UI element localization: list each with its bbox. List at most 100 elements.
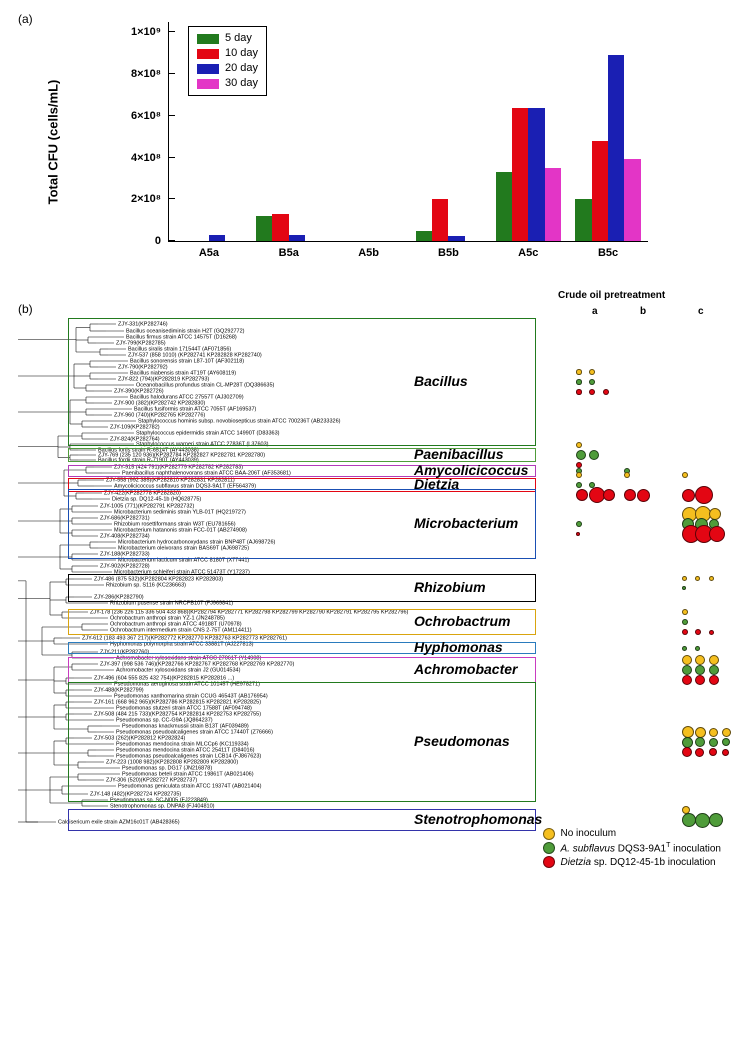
abundance-dot — [589, 450, 599, 460]
ytick-label: 6×10⁸ — [131, 110, 169, 122]
ytick: 8×10⁸ — [169, 73, 175, 74]
genus-label: Achromobacter — [414, 661, 517, 677]
abundance-dot — [576, 472, 582, 478]
abundance-dot — [709, 526, 725, 542]
legend-text: 10 day — [225, 46, 258, 61]
abundance-dot — [682, 747, 692, 757]
abundance-dot — [576, 532, 580, 536]
legend-swatch — [197, 64, 219, 74]
abundance-dot — [695, 576, 700, 581]
abundance-dot — [624, 489, 636, 501]
genus-label: Hyphomonas — [414, 639, 503, 655]
bar — [496, 172, 512, 241]
genus-label: Microbacterium — [414, 515, 518, 531]
abundance-dot — [682, 655, 692, 665]
abundance-dot — [722, 738, 730, 746]
abundance-dot — [682, 489, 695, 502]
legend-item: 30 day — [197, 76, 258, 91]
abundance-dot — [695, 748, 704, 757]
ytick-label: 1×10⁹ — [131, 26, 169, 38]
abundance-dot — [682, 472, 688, 478]
abundance-dot — [709, 738, 718, 747]
bar — [608, 55, 624, 241]
bar — [272, 214, 288, 241]
abundance-dot — [576, 442, 582, 448]
bar — [575, 199, 591, 241]
abundance-dot — [589, 389, 595, 395]
genus-label: Bacillus — [414, 373, 468, 389]
legend-text: 5 day — [225, 31, 252, 46]
treatment-header-b: b — [640, 306, 646, 317]
abundance-dot — [709, 675, 719, 685]
figure-root: (a) Total CFU (cells/mL) 0 2×10⁸ 4×10⁸ 6×10… — [0, 0, 743, 888]
genus-label: Stenotrophomonas — [414, 811, 542, 827]
abundance-dot — [576, 482, 582, 488]
abundance-dot — [695, 675, 705, 685]
panel-a-label: (a) — [18, 12, 33, 26]
abundance-dot — [576, 450, 586, 460]
abundance-dot — [576, 521, 582, 527]
dot-legend-swatch — [543, 828, 555, 840]
abundance-dot — [682, 737, 693, 748]
dot-legend-item: A. subflavus DQS3-9A1T inoculation — [543, 842, 722, 854]
abundance-dot — [682, 665, 692, 675]
dot-legend-text: A. subflavus DQS3-9A1T inoculation — [561, 842, 722, 854]
abundance-dot — [709, 748, 717, 756]
panel-a: (a) Total CFU (cells/mL) 0 2×10⁸ 4×10⁸ 6×10… — [18, 12, 725, 272]
ytick: 4×10⁸ — [169, 157, 175, 158]
abundance-dot — [682, 586, 686, 590]
dot-legend-text: Dietzia sp. DQ12-45-1b inoculation — [561, 857, 716, 868]
abundance-dot — [589, 369, 595, 375]
abundance-dot — [695, 486, 713, 504]
abundance-dot — [637, 489, 650, 502]
abundance-dot — [624, 472, 630, 478]
dot-legend-swatch — [543, 856, 555, 868]
chart-legend: 5 day10 day20 day30 day — [188, 26, 267, 96]
abundance-dot — [603, 389, 609, 395]
abundance-dot — [576, 379, 582, 385]
abundance-dots-column: Crude oil pretreatment abc — [558, 296, 725, 870]
xtick-label: A5b — [358, 241, 379, 259]
ytick: 6×10⁸ — [169, 115, 175, 116]
legend-item: 20 day — [197, 61, 258, 76]
bar-chart: Total CFU (cells/mL) 02×10⁸4×10⁸6×10⁸8×1… — [98, 12, 658, 272]
abundance-dot — [695, 655, 705, 665]
abundance-dot — [695, 737, 705, 747]
abundance-dot — [709, 728, 718, 737]
legend-swatch — [197, 49, 219, 59]
abundance-dot — [695, 629, 701, 635]
bar — [512, 108, 528, 241]
legend-swatch — [197, 79, 219, 89]
bar — [432, 199, 448, 241]
genus-label: Ochrobactrum — [414, 613, 510, 629]
dot-legend-item: Dietzia sp. DQ12-45-1b inoculation — [543, 856, 722, 868]
legend-text: 30 day — [225, 76, 258, 91]
bar — [256, 216, 272, 241]
dot-legend-swatch — [543, 842, 555, 854]
abundance-dot — [576, 489, 588, 501]
xtick-label: A5a — [199, 241, 219, 259]
bar — [545, 168, 561, 241]
legend-swatch — [197, 34, 219, 44]
abundance-dot — [682, 609, 688, 615]
bar — [592, 141, 608, 241]
bar — [624, 159, 640, 241]
abundance-dot — [722, 728, 731, 737]
abundance-dot — [682, 675, 692, 685]
abundance-dot — [576, 369, 582, 375]
panel-b: (b) ZJY-331(KP282746)Bacillus oceanisedi… — [18, 296, 725, 870]
abundance-dot — [603, 489, 615, 501]
ytick-label: 2×10⁸ — [131, 193, 169, 205]
legend-item: 10 day — [197, 46, 258, 61]
genus-label: Rhizobium — [414, 579, 486, 595]
pretreatment-header: Crude oil pretreatment — [558, 290, 665, 301]
abundance-dot — [722, 749, 729, 756]
abundance-dot — [695, 665, 705, 675]
dot-legend-text: No inoculum — [561, 828, 617, 839]
yaxis-title: Total CFU (cells/mL) — [46, 80, 61, 205]
ytick: 0 — [169, 240, 175, 241]
bar — [528, 108, 544, 241]
treatment-header-a: a — [592, 306, 598, 317]
abundance-dot — [682, 619, 688, 625]
abundance-dot — [709, 655, 719, 665]
